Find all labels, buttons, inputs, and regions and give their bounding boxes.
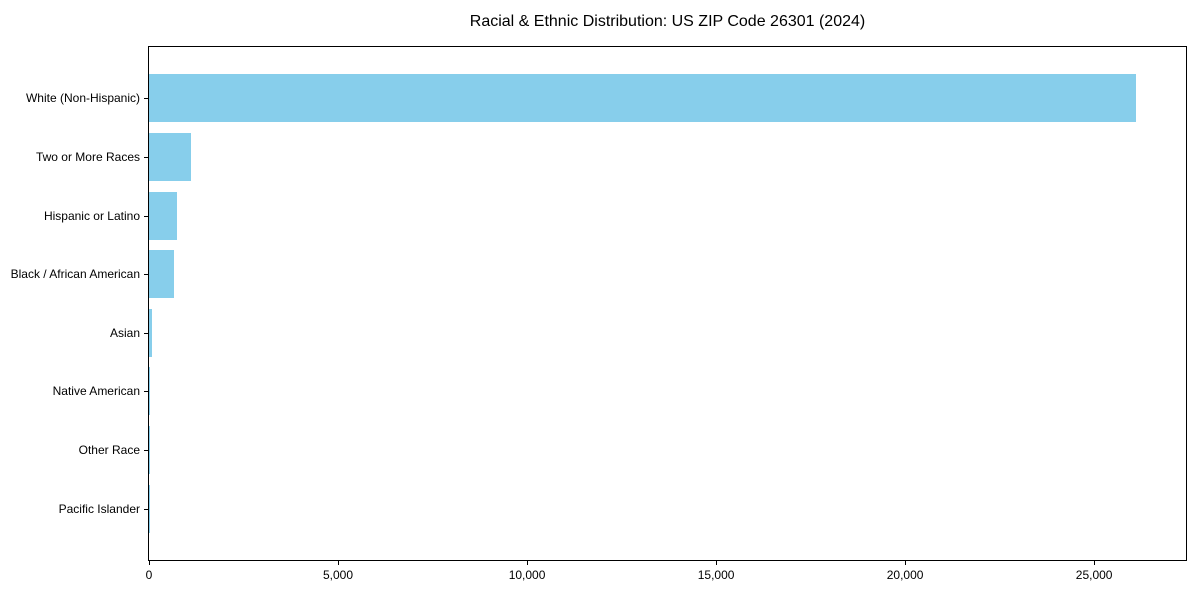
- x-tick-label: 20,000: [886, 568, 924, 582]
- x-axis-tick: [1094, 561, 1096, 565]
- y-axis-label: White (Non-Hispanic): [25, 91, 140, 106]
- x-axis-tick: [905, 561, 907, 565]
- y-axis-tick: [144, 274, 148, 276]
- y-axis-label: Black / African American: [10, 267, 140, 282]
- bar: [149, 191, 178, 240]
- plot-area: White (Non-Hispanic) Two or More Races His…: [11, 46, 1187, 582]
- x-axis-tick: [527, 561, 529, 565]
- y-axis-tick: [144, 156, 148, 158]
- y-axis-tick: [144, 332, 148, 334]
- y-axis-tick: [144, 98, 148, 100]
- bar-row: Asian: [110, 304, 1186, 363]
- bar: [149, 250, 174, 299]
- y-axis-label: Two or More Races: [35, 149, 140, 164]
- x-axis-tick: [338, 561, 340, 565]
- x-tick-label: 5,000: [323, 568, 354, 582]
- bar-row: Hispanic or Latino: [44, 186, 1186, 245]
- bar-rows-container: White (Non-Hispanic) Two or More Races His…: [11, 47, 1186, 560]
- chart-title: Racial & Ethnic Distribution: US ZIP Cod…: [469, 13, 866, 30]
- y-axis-tick: [144, 450, 148, 452]
- bar: [149, 367, 150, 416]
- y-axis-label: Asian: [109, 325, 140, 340]
- bar-row: Two or More Races: [36, 128, 1186, 187]
- x-axis-tick: [716, 561, 718, 565]
- bar: [149, 426, 150, 475]
- y-axis-tick: [144, 215, 148, 217]
- bar-row: Pacific Islander: [59, 479, 1186, 538]
- y-axis-label: Pacific Islander: [58, 501, 140, 516]
- x-tick-label: 10,000: [508, 568, 546, 582]
- y-axis-tick: [144, 508, 148, 510]
- y-axis-label: Hispanic or Latino: [43, 208, 140, 223]
- bar-row: Native American: [53, 362, 1186, 421]
- bar: [149, 308, 153, 357]
- x-axis-tick: [149, 561, 150, 565]
- y-axis-label: Native American: [52, 384, 140, 399]
- bar-row: Black / African American: [11, 245, 1186, 304]
- bar: [149, 74, 1136, 123]
- bar: [149, 132, 192, 181]
- y-axis-label: Other Race: [78, 443, 140, 458]
- y-axis-tick: [144, 391, 148, 393]
- x-tick-label: 25,000: [1075, 568, 1113, 582]
- x-tick-label: 15,000: [697, 568, 735, 582]
- bar-row: Other Race: [79, 421, 1186, 480]
- bar-row: White (Non-Hispanic): [26, 69, 1186, 128]
- x-tick-label: 0: [145, 568, 153, 582]
